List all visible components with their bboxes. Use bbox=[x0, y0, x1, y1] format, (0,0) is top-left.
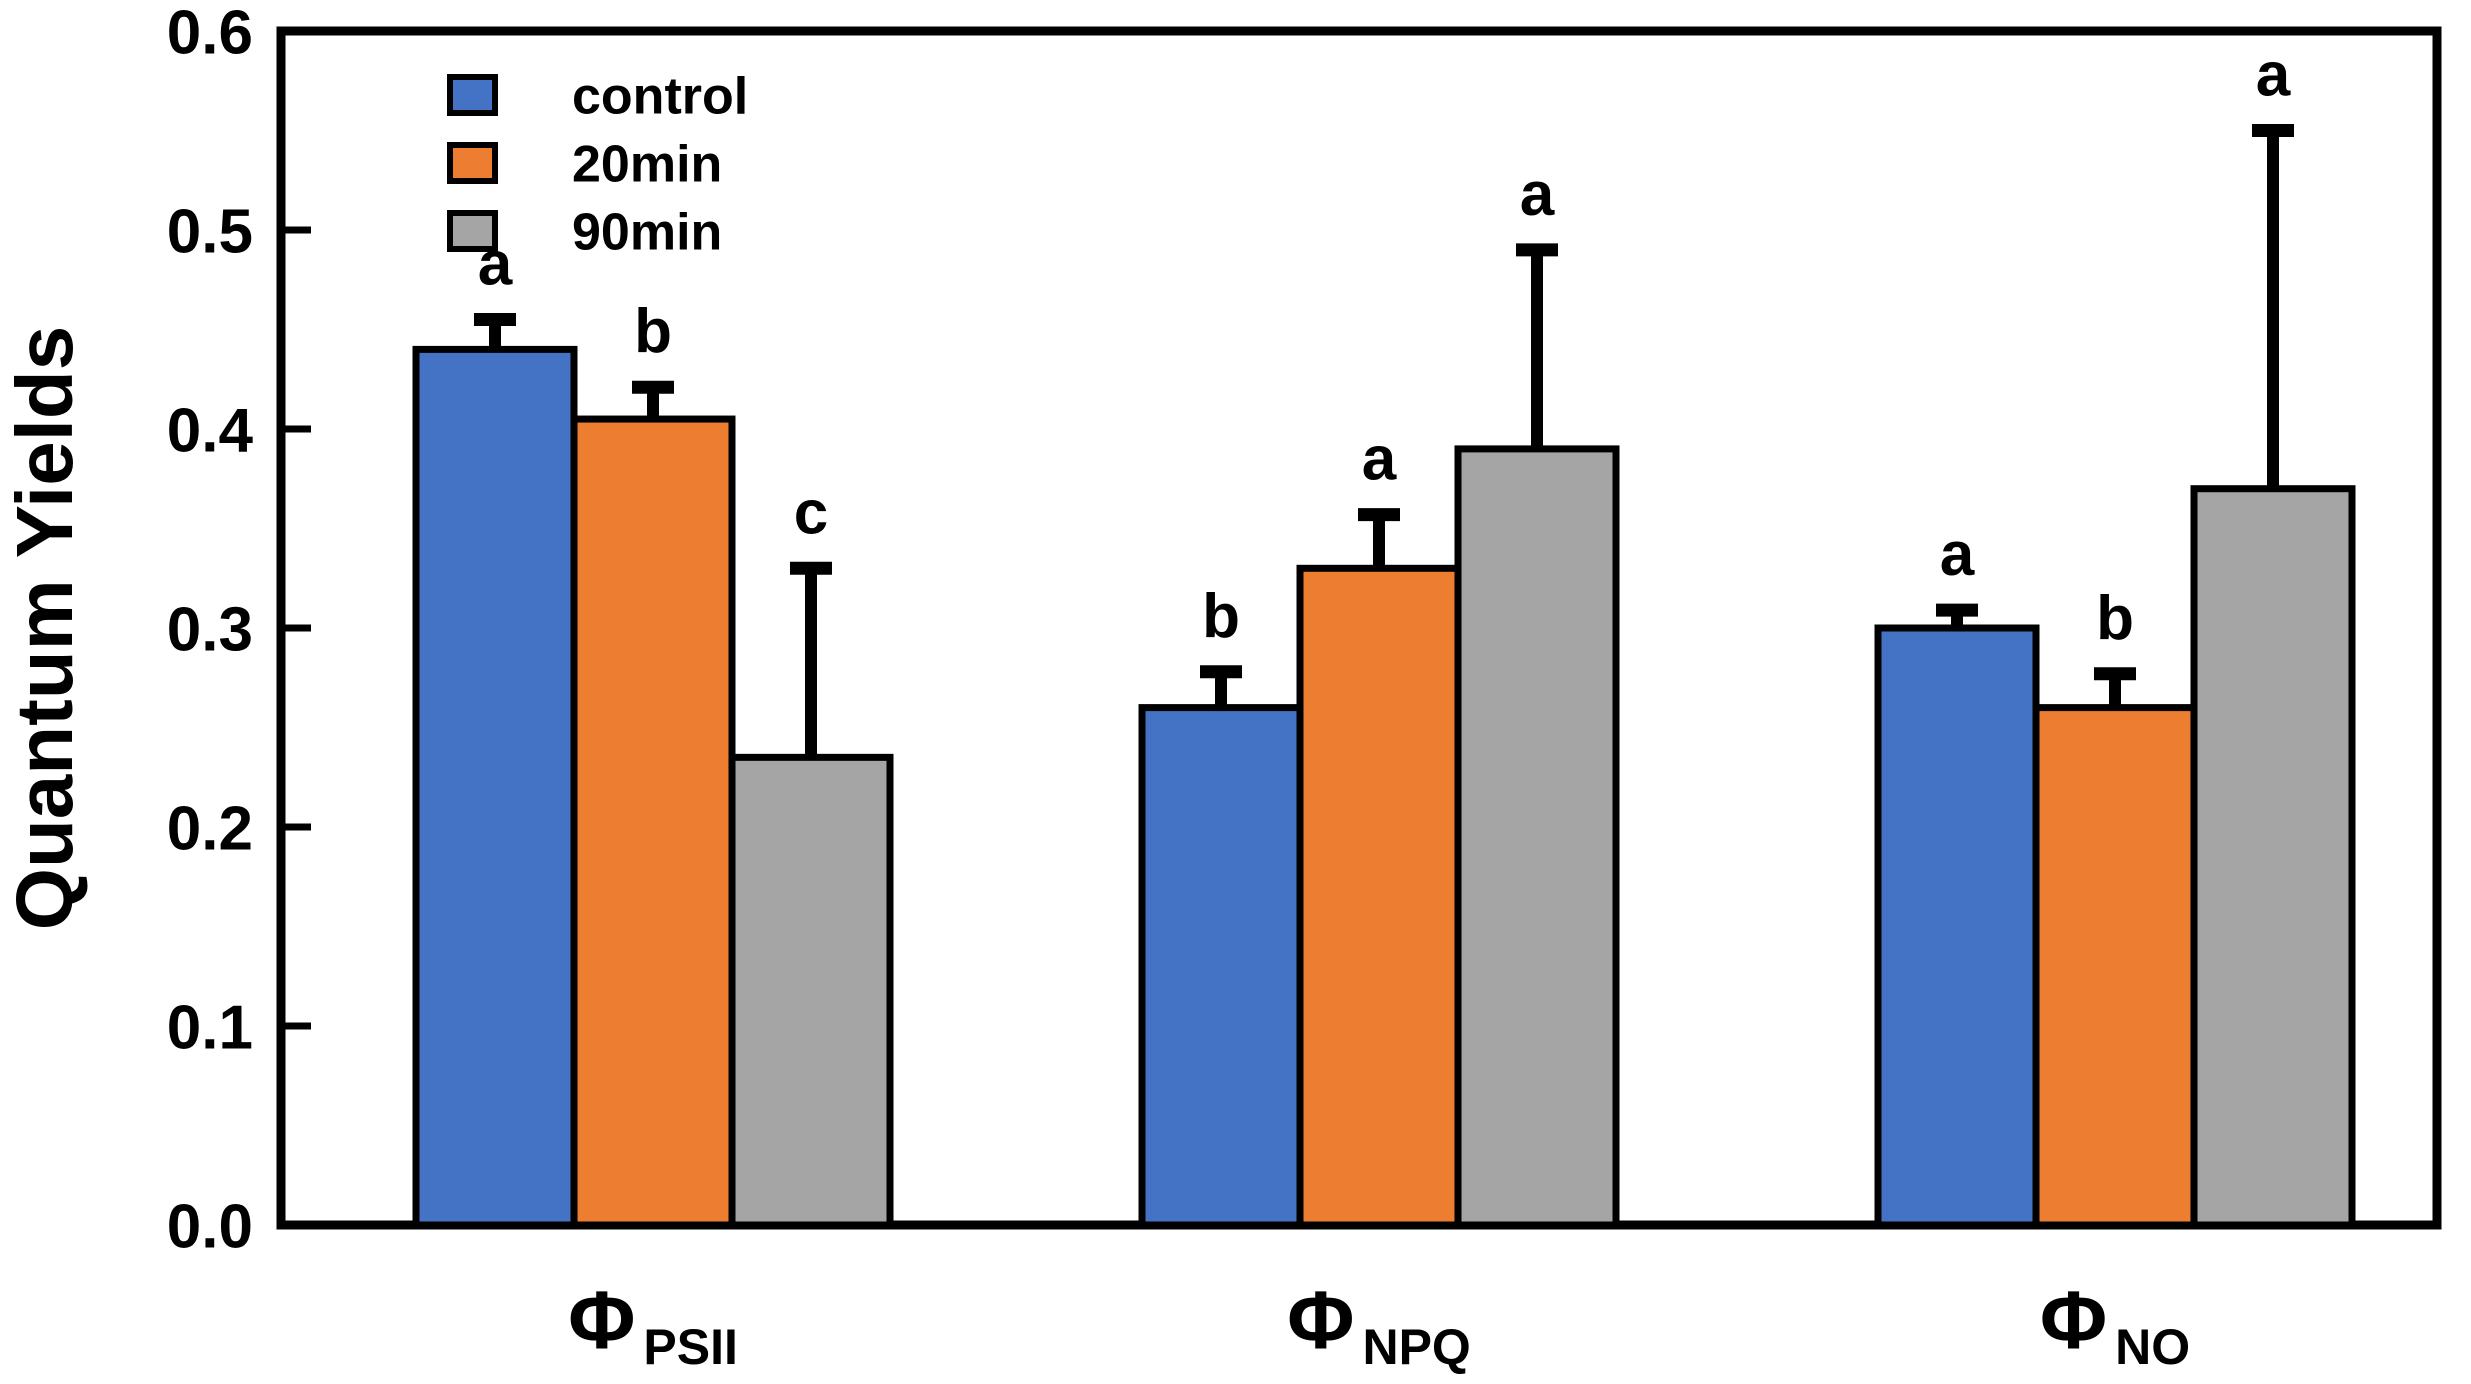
significance-letter: c bbox=[794, 478, 828, 547]
y-axis-tick-label: 0.5 bbox=[167, 197, 253, 266]
y-axis-tick-label: 0.4 bbox=[167, 396, 254, 465]
x-axis-label-no: Φ NO bbox=[2040, 1275, 2190, 1375]
bar-control-npq bbox=[1138, 704, 1304, 1229]
y-axis-title: Quantum Yields bbox=[0, 326, 89, 931]
y-axis-tick-label: 0.0 bbox=[167, 1192, 253, 1261]
legend-label-90min: 90min bbox=[572, 204, 722, 262]
significance-letter: a bbox=[1520, 160, 1555, 229]
x-axis-label-npq: Φ NPQ bbox=[1287, 1275, 1471, 1375]
bar-20min-psii bbox=[570, 415, 736, 1229]
significance-letter: a bbox=[2256, 41, 2291, 110]
legend-swatch-90min bbox=[447, 210, 498, 252]
legend-label-20min: 20min bbox=[572, 136, 722, 194]
legend-label-control: control bbox=[572, 68, 748, 126]
significance-letter: a bbox=[1362, 425, 1397, 494]
significance-letter: a bbox=[1940, 520, 1975, 589]
y-axis-tick-label: 0.3 bbox=[167, 595, 253, 664]
y-axis-tick-label: 0.6 bbox=[167, 0, 253, 67]
legend-swatch-20min bbox=[447, 142, 498, 184]
bar-90min-no bbox=[2190, 485, 2356, 1229]
significance-letter: b bbox=[2096, 584, 2134, 653]
bar-20min-npq bbox=[1296, 564, 1462, 1229]
significance-letter: b bbox=[1202, 582, 1240, 651]
bar-90min-npq bbox=[1454, 445, 1620, 1229]
y-axis-tick-label: 0.1 bbox=[167, 993, 253, 1062]
y-axis-tick-label: 0.2 bbox=[167, 794, 253, 863]
legend-swatch-control bbox=[447, 74, 498, 116]
x-axis-label-psii: Φ PSII bbox=[568, 1275, 738, 1375]
bar-control-no bbox=[1874, 624, 2040, 1229]
bar-control-psii bbox=[412, 345, 578, 1229]
significance-letter: b bbox=[634, 297, 672, 366]
bar-20min-no bbox=[2032, 704, 2198, 1229]
bar-90min-psii bbox=[728, 753, 894, 1229]
